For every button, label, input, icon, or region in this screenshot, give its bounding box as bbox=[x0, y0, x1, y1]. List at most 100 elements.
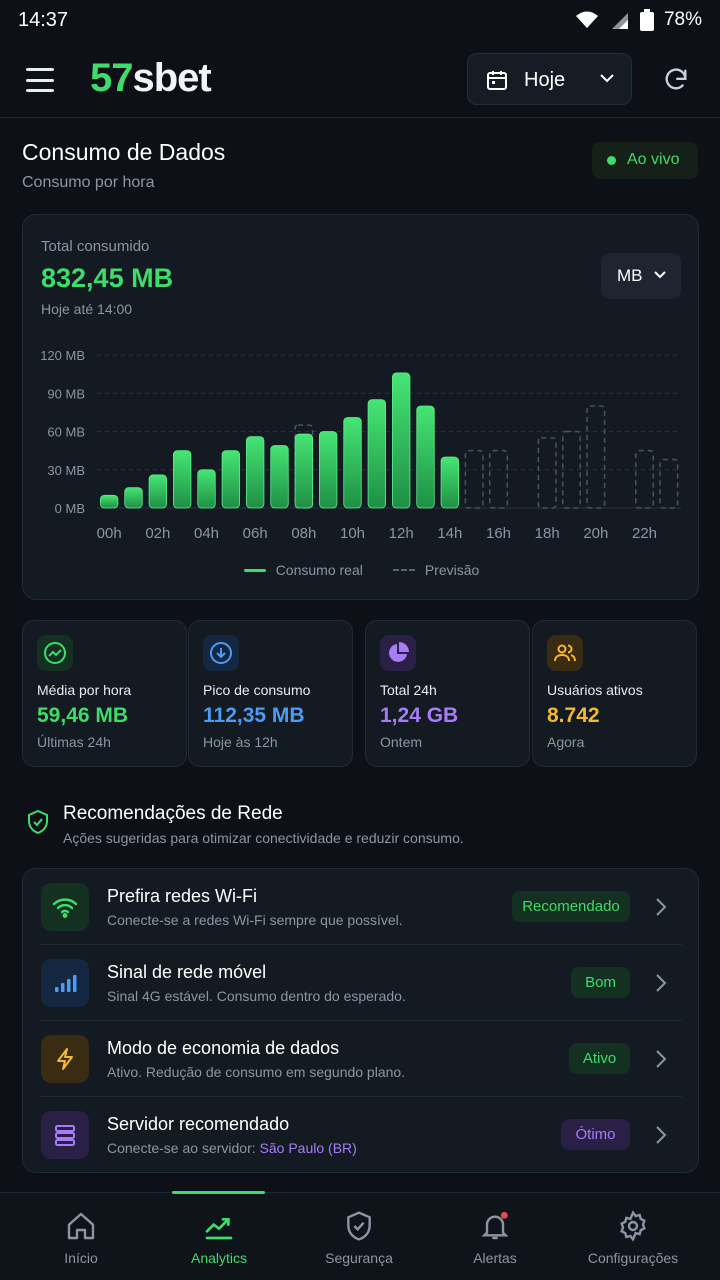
stat-label: Usuários ativos bbox=[547, 682, 643, 698]
nav-item-alerts[interactable]: Alertas bbox=[434, 1193, 556, 1280]
live-label: Ao vivo bbox=[627, 151, 680, 168]
chevron-right-icon bbox=[656, 1050, 667, 1068]
data-bar bbox=[319, 431, 338, 509]
stat-sub: Hoje às 12h bbox=[203, 734, 278, 750]
data-bar bbox=[416, 405, 435, 509]
shield-icon bbox=[347, 1211, 371, 1241]
item-desc: Conecte-se a redes Wi-Fi sempre que poss… bbox=[107, 912, 403, 928]
x-tick-label: 14h bbox=[437, 525, 462, 542]
chart-legend: Consumo real Previsão bbox=[23, 562, 700, 578]
x-tick-label: 02h bbox=[145, 525, 170, 542]
data-bar bbox=[173, 450, 192, 509]
total-sub: Hoje até 14:00 bbox=[41, 301, 133, 317]
stat-sub: Ontem bbox=[380, 734, 423, 750]
stat-label: Média por hora bbox=[37, 682, 132, 698]
pie-icon bbox=[380, 635, 416, 671]
date-range-label: Hoje bbox=[524, 69, 566, 91]
recommendations-subtitle: Ações sugeridas para otimizar conectivid… bbox=[63, 830, 464, 846]
forecast-bar bbox=[634, 449, 655, 509]
stat-value: 8.742 bbox=[547, 704, 600, 727]
stat-peak[interactable]: Pico de consumo 112,35 MB Hoje às 12h bbox=[188, 620, 353, 767]
list-item-server[interactable]: Servidor recomendado Conecte-se ao servi… bbox=[23, 1097, 700, 1173]
page-subtitle: Consumo por hora bbox=[22, 174, 155, 191]
status-time: 14:37 bbox=[18, 9, 69, 31]
wifi-icon bbox=[41, 883, 89, 931]
users-icon bbox=[547, 635, 583, 671]
data-bar bbox=[221, 450, 240, 509]
stat-active-users[interactable]: Usuários ativos 8.742 Agora bbox=[532, 620, 697, 767]
app-header: 57sbet Hoje bbox=[0, 50, 720, 118]
stat-sub: Agora bbox=[547, 734, 585, 750]
nav-item-settings[interactable]: Configurações bbox=[572, 1193, 694, 1280]
list-item-mobile-signal[interactable]: Sinal de rede móvel Sinal 4G estável. Co… bbox=[23, 945, 700, 1021]
item-desc: Ativo. Redução de consumo em segundo pla… bbox=[107, 1064, 406, 1080]
legend-forecast: Previsão bbox=[392, 562, 479, 578]
nav-item-analytics[interactable]: Analytics bbox=[158, 1193, 280, 1280]
server-link[interactable]: São Paulo (BR) bbox=[259, 1140, 357, 1156]
status-badge: Ativo bbox=[569, 1043, 630, 1074]
nav-active-indicator bbox=[172, 1191, 265, 1194]
stat-value: 59,46 MB bbox=[37, 704, 129, 727]
data-bar bbox=[294, 433, 313, 509]
x-tick-label: 06h bbox=[243, 525, 268, 542]
refresh-icon[interactable] bbox=[662, 66, 690, 94]
x-tick-label: 00h bbox=[97, 525, 122, 542]
data-bar bbox=[148, 474, 167, 509]
recommendations-list: Prefira redes Wi-Fi Conecte-se a redes W… bbox=[22, 868, 699, 1173]
bolt-icon bbox=[41, 1035, 89, 1083]
chevron-down-icon bbox=[654, 271, 666, 279]
data-bar bbox=[367, 399, 386, 509]
data-bar bbox=[343, 417, 362, 509]
item-title: Sinal de rede móvel bbox=[107, 962, 267, 982]
stat-total-24h[interactable]: Total 24h 1,24 GB Ontem bbox=[365, 620, 530, 767]
unit-label: MB bbox=[617, 266, 643, 285]
data-bar bbox=[392, 372, 411, 509]
bell-icon bbox=[481, 1211, 509, 1240]
consumption-chart-card: Total consumido 832,45 MB Hoje até 14:00… bbox=[22, 214, 699, 600]
x-tick-label: 22h bbox=[632, 525, 657, 542]
x-tick-label: 18h bbox=[535, 525, 560, 542]
download-icon bbox=[203, 635, 239, 671]
item-title: Prefira redes Wi-Fi bbox=[107, 886, 258, 906]
status-bar: 14:37 78% bbox=[0, 0, 720, 42]
stat-label: Total 24h bbox=[380, 682, 437, 698]
chevron-right-icon bbox=[656, 898, 667, 916]
trend-icon bbox=[37, 635, 73, 671]
item-title: Servidor recomendado bbox=[107, 1114, 290, 1134]
list-item-wifi[interactable]: Prefira redes Wi-Fi Conecte-se a redes W… bbox=[23, 869, 700, 945]
live-badge: Ao vivo bbox=[592, 142, 698, 179]
stat-value: 112,35 MB bbox=[203, 704, 305, 727]
data-bar bbox=[100, 494, 119, 509]
shield-check-icon bbox=[28, 809, 48, 835]
menu-icon[interactable] bbox=[26, 68, 54, 92]
item-desc: Sinal 4G estável. Consumo dentro do espe… bbox=[107, 988, 406, 1004]
total-value: 832,45 MB bbox=[41, 263, 174, 293]
analytics-icon bbox=[205, 1218, 233, 1240]
battery-icon bbox=[639, 9, 654, 31]
status-badge: Recomendado bbox=[512, 891, 630, 922]
server-icon bbox=[41, 1111, 89, 1159]
unit-select[interactable]: MB bbox=[601, 253, 681, 299]
date-range-select[interactable]: Hoje bbox=[467, 53, 632, 105]
forecast-bar bbox=[659, 458, 679, 509]
signal-icon bbox=[41, 959, 89, 1007]
nav-item-home[interactable]: Início bbox=[20, 1193, 142, 1280]
logo: 57sbet bbox=[90, 56, 212, 100]
total-label: Total consumido bbox=[41, 238, 150, 255]
x-tick-label: 04h bbox=[194, 525, 219, 542]
status-badge: Bom bbox=[571, 967, 630, 998]
cell-signal-icon bbox=[611, 13, 628, 29]
x-tick-label: 10h bbox=[340, 525, 365, 542]
live-dot-icon bbox=[607, 156, 616, 165]
stat-avg-hour[interactable]: Média por hora 59,46 MB Últimas 24h bbox=[22, 620, 187, 767]
data-bar bbox=[197, 469, 216, 509]
data-bar bbox=[440, 456, 459, 509]
x-tick-label: 20h bbox=[583, 525, 608, 542]
legend-real: Consumo real bbox=[243, 562, 363, 578]
list-item-data-saver[interactable]: Modo de economia de dados Ativo. Redução… bbox=[23, 1021, 700, 1097]
x-tick-label: 12h bbox=[389, 525, 414, 542]
forecast-bar bbox=[537, 437, 557, 509]
x-tick-label: 08h bbox=[291, 525, 316, 542]
nav-item-security[interactable]: Segurança bbox=[298, 1193, 420, 1280]
chevron-right-icon bbox=[656, 974, 667, 992]
